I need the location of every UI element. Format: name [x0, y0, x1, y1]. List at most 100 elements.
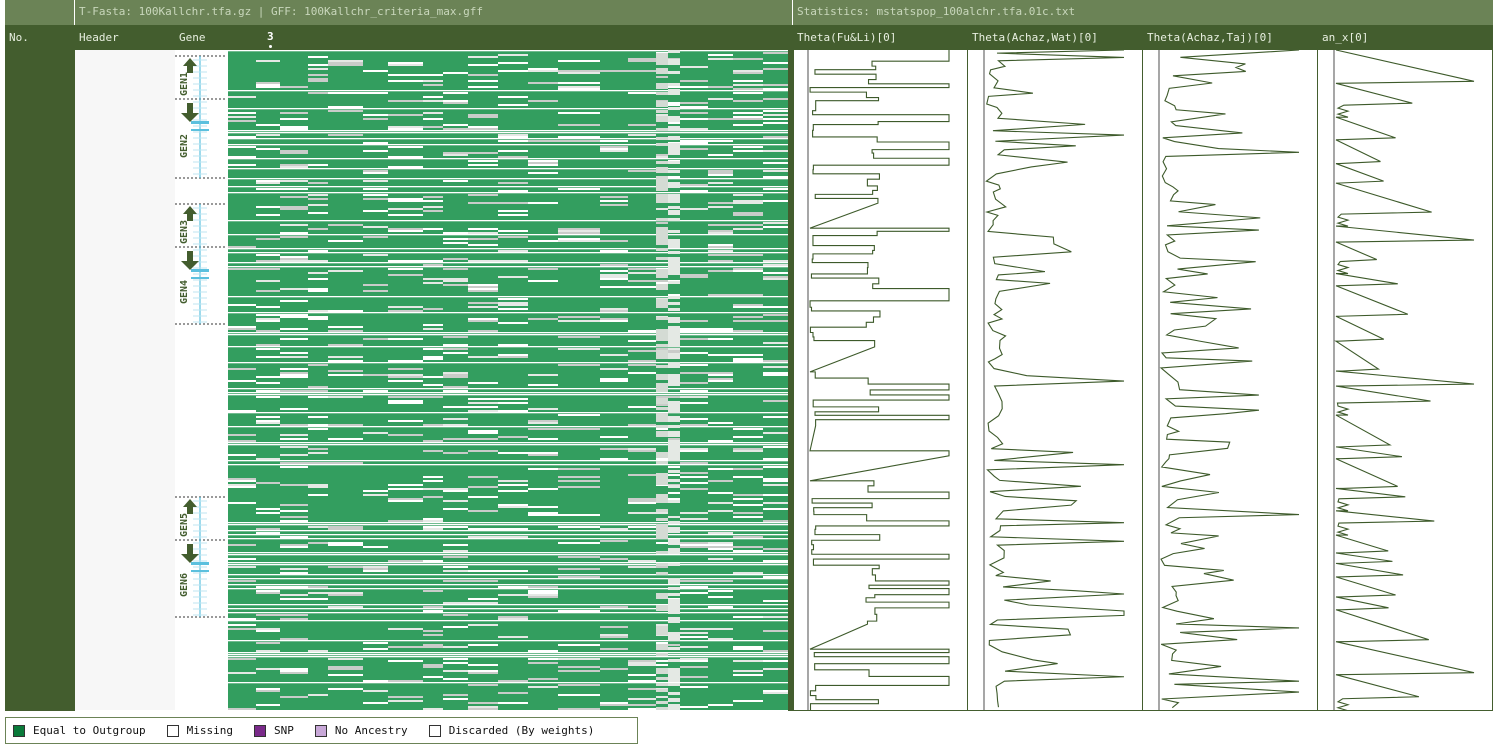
matrix-cell — [733, 306, 763, 308]
matrix-cell — [708, 492, 733, 494]
matrix-column-cell — [668, 548, 680, 551]
matrix-column-cell — [656, 317, 668, 320]
matrix-cell — [528, 512, 558, 514]
matrix-column-cell — [668, 200, 680, 203]
matrix-cell — [733, 194, 763, 196]
matrix-column-cell — [668, 407, 680, 410]
legend-item-missing[interactable]: Missing — [166, 724, 233, 737]
matrix-cell — [680, 658, 708, 660]
legend-item-snp[interactable]: SNP — [253, 724, 294, 737]
legend-item-equal[interactable]: Equal to Outgroup — [13, 724, 146, 737]
matrix-cell — [498, 276, 528, 278]
matrix-cell — [228, 628, 256, 630]
stat-header-theta-fuli[interactable]: Theta(Fu&Li)[0] — [797, 31, 897, 44]
matrix-cell — [308, 390, 328, 392]
matrix-cell — [763, 508, 788, 510]
matrix-cell — [498, 156, 528, 158]
matrix-cell — [228, 658, 256, 660]
matrix-cell — [498, 96, 528, 98]
stat-header-theta-achaz-taj[interactable]: Theta(Achaz,Taj)[0] — [1147, 31, 1273, 44]
matrix-cell — [763, 260, 788, 262]
matrix-cell — [280, 516, 308, 518]
matrix-cell — [363, 642, 388, 644]
arrow-up-icon — [183, 499, 197, 507]
column-no[interactable]: No. — [9, 31, 29, 44]
matrix-column-cell — [656, 227, 668, 230]
matrix-cell — [656, 542, 668, 544]
matrix-column-cell — [668, 170, 680, 173]
matrix-column-cell — [668, 338, 680, 341]
matrix-cell — [498, 302, 528, 304]
matrix-cell — [280, 568, 308, 570]
matrix-column-cell — [668, 632, 680, 635]
matrix-cell — [443, 372, 468, 374]
matrix-cell — [680, 488, 708, 490]
matrix-cell — [733, 494, 763, 496]
matrix-gap-row — [228, 524, 788, 526]
stat-panel-theta-achaz-wat[interactable] — [968, 50, 1142, 710]
stat-header-an-x[interactable]: an_x[0] — [1322, 31, 1369, 44]
matrix-cell — [256, 182, 280, 184]
matrix-cell — [468, 86, 498, 88]
legend-item-no-ancestry[interactable]: No Ancestry — [314, 724, 408, 737]
matrix-column-cell — [668, 194, 680, 197]
matrix-cell — [763, 374, 788, 376]
stat-header-theta-achaz-wat[interactable]: Theta(Achaz,Wat)[0] — [972, 31, 1098, 44]
matrix-cell — [280, 424, 308, 426]
matrix-cell — [680, 418, 708, 420]
matrix-cell — [280, 434, 308, 436]
matrix-cell — [423, 606, 443, 608]
matrix-cell — [388, 500, 423, 502]
matrix-gap-row — [228, 522, 788, 524]
matrix-cell — [228, 440, 256, 442]
matrix-cell — [443, 376, 468, 378]
arrow-up-icon — [183, 206, 197, 214]
stat-panel-an-x[interactable] — [1318, 50, 1492, 710]
sequence-header-column[interactable] — [75, 50, 175, 710]
matrix-cell — [600, 704, 628, 706]
gene-label: GEN1 — [179, 72, 190, 96]
matrix-gap-row — [228, 442, 788, 444]
matrix-cell — [600, 540, 628, 542]
matrix-cell — [228, 116, 256, 118]
column-header[interactable]: Header — [79, 31, 119, 44]
matrix-cell — [763, 114, 788, 116]
gene-label: GEN2 — [179, 134, 190, 158]
matrix-cell — [256, 84, 280, 86]
matrix-cell — [468, 398, 498, 400]
matrix-column-cell — [656, 389, 668, 392]
matrix-cell — [763, 432, 788, 434]
matrix-cell — [656, 282, 668, 284]
matrix-cell — [308, 164, 328, 166]
matrix-cell — [708, 580, 733, 582]
matrix-cell — [423, 206, 443, 208]
stat-panel-theta-achaz-taj[interactable] — [1143, 50, 1317, 710]
matrix-cell — [328, 310, 363, 312]
matrix-cell — [498, 616, 528, 618]
column-gene[interactable]: Gene — [179, 31, 206, 44]
matrix-cell — [388, 402, 423, 404]
matrix-cell — [498, 680, 528, 682]
matrix-cell — [668, 86, 680, 88]
matrix-column-cell — [668, 107, 680, 110]
legend-item-discarded[interactable]: Discarded (By weights) — [428, 724, 594, 737]
matrix-cell — [668, 396, 680, 398]
matrix-cell — [328, 462, 363, 464]
matrix-cell — [763, 150, 788, 152]
matrix-column-cell — [668, 446, 680, 449]
matrix-scrollbar[interactable] — [788, 50, 793, 711]
matrix-cell — [628, 704, 656, 706]
position-marker[interactable]: 3 — [267, 30, 274, 43]
matrix-column-cell — [656, 344, 668, 347]
stat-panel-theta-fuli[interactable] — [794, 50, 967, 710]
matrix-cell — [308, 212, 328, 214]
matrix-cell — [498, 506, 528, 508]
gene-label: GEN4 — [179, 280, 190, 304]
gene-track-column[interactable]: GEN1 GEN2 GEN3 GEN4 GEN5 GEN6 — [175, 50, 227, 710]
tfasta-title: T-Fasta: 100Kallchr.tfa.gz | GFF: 100Kal… — [79, 5, 483, 18]
matrix-cell — [468, 356, 498, 358]
matrix-cell — [280, 520, 308, 522]
alignment-matrix[interactable] — [228, 50, 788, 710]
matrix-cell — [558, 140, 600, 142]
matrix-column-cell — [656, 671, 668, 674]
